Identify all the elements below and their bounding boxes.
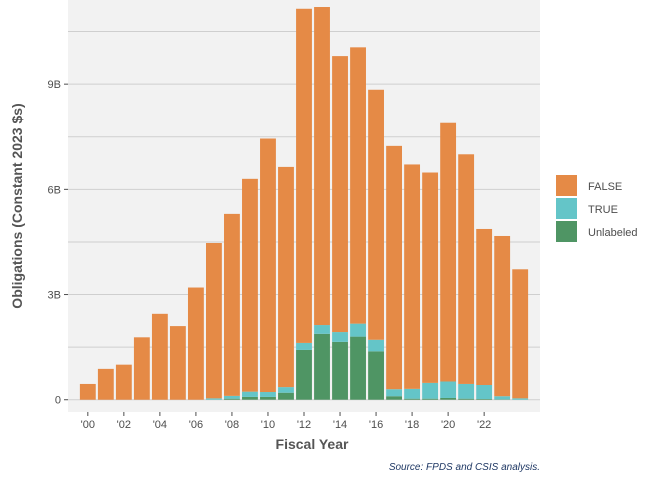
bar-true-2007 xyxy=(205,398,222,400)
bar-false-2007 xyxy=(205,242,222,399)
bar-false-2013 xyxy=(314,7,330,326)
y-tick-label: 3B xyxy=(48,290,61,302)
bar-unlabeled-2009 xyxy=(242,396,258,400)
bar-false-2023 xyxy=(494,235,511,397)
bar-false-2008 xyxy=(224,213,240,396)
bar-unlabeled-2010 xyxy=(260,396,276,400)
bar-false-2022 xyxy=(476,228,493,386)
bar-false-2014 xyxy=(332,56,348,333)
legend-swatch-true xyxy=(556,198,577,219)
bar-false-2021 xyxy=(458,154,475,384)
x-tick-label: '20 xyxy=(441,419,455,431)
bar-true-2008 xyxy=(224,395,240,399)
legend-swatch-unlabeled xyxy=(556,221,577,242)
y-axis-ticks: 0 3B 6B 9B xyxy=(48,79,68,407)
bar-true-2009 xyxy=(242,391,258,397)
bar-false-2024 xyxy=(512,269,529,399)
bar-false-2010 xyxy=(260,138,276,393)
bar-false-2001 xyxy=(97,368,114,400)
x-tick-label: '18 xyxy=(405,419,419,431)
bar-false-2015 xyxy=(350,47,366,324)
bar-unlabeled-2016 xyxy=(368,351,384,400)
bar-true-2012 xyxy=(296,342,312,350)
bar-false-2006 xyxy=(187,287,204,400)
x-tick-label: '00 xyxy=(81,419,95,431)
bar-false-2002 xyxy=(115,364,132,400)
y-axis-title: Obligations (Constant 2023 $s) xyxy=(9,103,25,308)
bar-false-2011 xyxy=(278,166,294,388)
bar-true-2014 xyxy=(332,332,348,342)
bar-unlabeled-2019 xyxy=(422,398,439,400)
x-tick-label: '04 xyxy=(153,419,167,431)
x-tick-label: '10 xyxy=(261,419,275,431)
legend-swatch-false xyxy=(556,175,577,196)
bar-true-2016 xyxy=(368,339,384,352)
bar-true-2018 xyxy=(404,388,421,399)
bar-true-2010 xyxy=(260,392,276,397)
bar-unlabeled-2018 xyxy=(404,398,421,400)
bar-false-2003 xyxy=(133,337,150,400)
bar-false-2017 xyxy=(386,145,403,390)
bar-unlabeled-2014 xyxy=(332,341,348,400)
bar-false-2009 xyxy=(242,178,258,392)
bar-true-2019 xyxy=(422,382,439,399)
bar-unlabeled-2020 xyxy=(440,397,457,400)
bar-true-2013 xyxy=(314,325,330,334)
y-tick-label: 0 xyxy=(55,395,61,407)
bar-true-2011 xyxy=(278,387,294,393)
bar-false-2000 xyxy=(79,383,96,400)
bar-true-2021 xyxy=(458,383,475,399)
bar-false-2020 xyxy=(440,122,457,382)
x-tick-label: '06 xyxy=(189,419,203,431)
bar-unlabeled-2022 xyxy=(476,399,493,400)
x-tick-label: '12 xyxy=(297,419,311,431)
bar-true-2024 xyxy=(512,398,529,400)
x-tick-label: '14 xyxy=(333,419,347,431)
legend-label-true: TRUE xyxy=(588,204,618,216)
bar-false-2019 xyxy=(422,172,439,383)
bar-true-2022 xyxy=(476,385,493,400)
legend-label-false: FALSE xyxy=(588,181,622,193)
y-tick-label: 9B xyxy=(48,79,61,91)
legend: FALSE TRUE Unlabeled xyxy=(556,175,638,242)
bar-unlabeled-2008 xyxy=(224,398,240,400)
bar-false-2005 xyxy=(169,326,186,400)
x-tick-label: '08 xyxy=(225,419,239,431)
bar-false-2004 xyxy=(151,313,168,400)
x-axis-title: Fiscal Year xyxy=(276,436,349,452)
bar-unlabeled-2012 xyxy=(296,349,312,400)
bar-unlabeled-2011 xyxy=(278,392,294,400)
x-tick-label: '22 xyxy=(477,419,491,431)
bar-false-2018 xyxy=(404,164,421,389)
bar-true-2023 xyxy=(494,396,511,400)
bar-unlabeled-2013 xyxy=(314,333,330,400)
bar-true-2020 xyxy=(440,381,457,398)
bar-unlabeled-2021 xyxy=(458,398,475,400)
y-tick-label: 6B xyxy=(48,184,61,196)
bar-false-2016 xyxy=(368,89,384,340)
x-axis-ticks: '00 '02 '04 '06 '08 '10 '12 '14 '16 '18 '20 '22 xyxy=(81,412,491,431)
bar-unlabeled-2017 xyxy=(386,396,403,400)
source-caption: Source: FPDS and CSIS analysis. xyxy=(389,462,540,473)
x-tick-label: '02 xyxy=(117,419,131,431)
bar-unlabeled-2015 xyxy=(350,336,366,400)
bar-true-2015 xyxy=(350,323,366,337)
bar-true-2017 xyxy=(386,389,403,397)
x-tick-label: '16 xyxy=(369,419,383,431)
bar-false-2012 xyxy=(296,8,312,343)
bars xyxy=(79,7,529,400)
legend-label-unlabeled: Unlabeled xyxy=(588,227,638,239)
